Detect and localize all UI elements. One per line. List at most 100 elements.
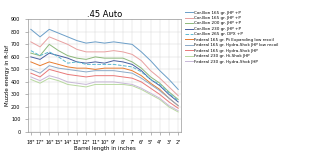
- Federal 230 gr. Hydra-Shok JHP: [75, 82, 79, 84]
- Federal 165 gr. Hydra-Shok JHP: [112, 75, 116, 77]
- Cor-Bon 200 gr. JHP +P: [66, 55, 70, 57]
- Line: Cor-Bon 230 gr. JHP +P: Cor-Bon 230 gr. JHP +P: [31, 53, 178, 102]
- Cor-Bon 200 gr. JHP +P: [112, 57, 116, 59]
- Cor-Bon 165 gr. JHP +P: [103, 42, 106, 44]
- Federal 230 gr. Hi-Shok JHP: [56, 80, 60, 82]
- Cor-Bon 200 gr. JHP +P: [38, 55, 42, 57]
- Federal 165 gr. Pt Expanding low recoil: [158, 89, 162, 90]
- Cor-Bon 165 gr. JHP +P: [121, 42, 125, 44]
- Federal 165 gr. Hydra-Shok JHP: [167, 101, 171, 103]
- Cor-Bon 200 gr. JHP +P: [167, 91, 171, 93]
- Federal 230 gr. Hydra-Shok JHP: [103, 81, 106, 83]
- Federal 165 gr. Pt Expanding low recoil: [112, 67, 116, 69]
- Cor-Bon 230 gr. JHP +P: [176, 101, 180, 103]
- Cor-Bon 200 gr. JHP +P: [75, 57, 79, 59]
- Federal 165 gr. Hydra-Shok JHP low recoil: [149, 83, 153, 85]
- Cor-Bon 265 gr. DPX +P: [112, 63, 116, 65]
- Federal 165 gr. Hydra-Shok JHP low recoil: [56, 67, 60, 69]
- Federal 230 gr. Hi-Shok JHP: [158, 99, 162, 100]
- Federal 165 gr. Hydra-Shok JHP: [38, 76, 42, 78]
- Federal 230 gr. Hi-Shok JHP: [112, 83, 116, 85]
- Federal 165 gr. Hydra-Shok JHP low recoil: [112, 70, 116, 72]
- Line: Federal 230 gr. Hydra-Shok JHP: Federal 230 gr. Hydra-Shok JHP: [31, 76, 178, 111]
- Federal 165 gr. Pt Expanding low recoil: [84, 67, 88, 69]
- Cor-Bon 200 gr. JHP +P: [84, 58, 88, 60]
- Cor-Bon 230 gr. JHP +P: [29, 56, 33, 58]
- Federal 165 gr. Hydra-Shok JHP: [56, 71, 60, 73]
- Cor-Bon 265 gr. DPX +P: [121, 65, 125, 67]
- Cor-Bon 165 gr. JHP +P: [139, 51, 143, 53]
- Federal 230 gr. Hydra-Shok JHP: [121, 82, 125, 84]
- Federal 230 gr. Hydra-Shok JHP: [66, 81, 70, 83]
- Line: Cor-Bon 165 gr. JHP +P: Cor-Bon 165 gr. JHP +P: [31, 37, 178, 96]
- Cor-Bon 230 gr. JHP +P: [112, 60, 116, 62]
- X-axis label: Barrel length in inches: Barrel length in inches: [74, 146, 135, 151]
- Cor-Bon 230 gr. JHP +P: [149, 78, 153, 80]
- Cor-Bon 165 gr. JHP +P: [66, 36, 70, 38]
- Federal 165 gr. Pt Expanding low recoil: [66, 66, 70, 68]
- Cor-Bon 200 gr. JHP +P: [130, 61, 134, 63]
- Cor-Bon 165 gr. JHP +P: [176, 89, 180, 90]
- Cor-Bon 165 gr. JHP +P: [93, 51, 97, 53]
- Cor-Bon 200 gr. JHP +P: [149, 76, 153, 78]
- Federal 165 gr. Hydra-Shok JHP low recoil: [66, 68, 70, 70]
- Cor-Bon 200 gr. JHP +P: [103, 57, 106, 59]
- Cor-Bon 165 gr. JHP +P: [139, 60, 143, 62]
- Cor-Bon 265 gr. DPX +P: [176, 100, 180, 102]
- Federal 165 gr. Hydra-Shok JHP low recoil: [130, 72, 134, 74]
- Cor-Bon 265 gr. DPX +P: [75, 61, 79, 63]
- Federal 165 gr. Hydra-Shok JHP low recoil: [158, 90, 162, 92]
- Cor-Bon 230 gr. JHP +P: [56, 55, 60, 57]
- Cor-Bon 165 gr. JHP +P: [167, 86, 171, 88]
- Cor-Bon 165 gr. JHP +P: [84, 42, 88, 44]
- Federal 165 gr. Hydra-Shok JHP: [158, 94, 162, 95]
- Federal 165 gr. Hydra-Shok JHP: [139, 81, 143, 83]
- Federal 230 gr. Hi-Shok JHP: [84, 86, 88, 88]
- Federal 165 gr. Hydra-Shok JHP: [84, 76, 88, 78]
- Line: Federal 165 gr. Hydra-Shok JHP: Federal 165 gr. Hydra-Shok JHP: [31, 69, 178, 108]
- Cor-Bon 200 gr. JHP +P: [56, 50, 60, 52]
- Cor-Bon 230 gr. JHP +P: [158, 85, 162, 87]
- Federal 230 gr. Hi-Shok JHP: [29, 78, 33, 80]
- Cor-Bon 230 gr. JHP +P: [130, 63, 134, 65]
- Cor-Bon 265 gr. DPX +P: [29, 50, 33, 52]
- Cor-Bon 165 gr. JHP +P: [176, 95, 180, 97]
- Federal 230 gr. Hydra-Shok JHP: [47, 75, 51, 77]
- Cor-Bon 165 gr. JHP +P: [158, 77, 162, 79]
- Federal 165 gr. Hydra-Shok JHP low recoil: [84, 71, 88, 73]
- Federal 165 gr. Hydra-Shok JHP: [149, 87, 153, 89]
- Cor-Bon 200 gr. JHP +P: [176, 99, 180, 100]
- Federal 165 gr. Hydra-Shok JHP: [93, 75, 97, 77]
- Federal 165 gr. Hydra-Shok JHP low recoil: [176, 105, 180, 107]
- Legend: Cor-Bon 165 gr. JHP +P, Cor-Bon 165 gr. JHP +P, Cor-Bon 200 gr. JHP +P, Cor-Bon : Cor-Bon 165 gr. JHP +P, Cor-Bon 165 gr. …: [185, 10, 279, 64]
- Cor-Bon 165 gr. JHP +P: [121, 51, 125, 53]
- Federal 165 gr. Pt Expanding low recoil: [130, 70, 134, 72]
- Federal 230 gr. Hi-Shok JHP: [47, 77, 51, 79]
- Cor-Bon 200 gr. JHP +P: [29, 52, 33, 54]
- Federal 230 gr. Hi-Shok JHP: [121, 83, 125, 85]
- Cor-Bon 165 gr. JHP +P: [130, 43, 134, 45]
- Cor-Bon 165 gr. JHP +P: [47, 36, 51, 38]
- Federal 165 gr. Hydra-Shok JHP low recoil: [121, 71, 125, 73]
- Cor-Bon 165 gr. JHP +P: [167, 78, 171, 80]
- Cor-Bon 200 gr. JHP +P: [158, 82, 162, 84]
- Cor-Bon 165 gr. JHP +P: [130, 53, 134, 55]
- Cor-Bon 165 gr. JHP +P: [29, 28, 33, 30]
- Federal 165 gr. Hydra-Shok JHP: [66, 73, 70, 75]
- Federal 230 gr. Hydra-Shok JHP: [112, 81, 116, 83]
- Cor-Bon 230 gr. JHP +P: [75, 61, 79, 63]
- Cor-Bon 265 gr. DPX +P: [93, 63, 97, 65]
- Cor-Bon 200 gr. JHP +P: [139, 67, 143, 69]
- Federal 165 gr. Hydra-Shok JHP: [130, 77, 134, 79]
- Cor-Bon 230 gr. JHP +P: [167, 94, 171, 95]
- Cor-Bon 200 gr. JHP +P: [121, 57, 125, 59]
- Federal 165 gr. Pt Expanding low recoil: [176, 105, 180, 107]
- Cor-Bon 165 gr. JHP +P: [158, 70, 162, 72]
- Federal 165 gr. Hydra-Shok JHP low recoil: [139, 77, 143, 79]
- Federal 165 gr. Hydra-Shok JHP low recoil: [75, 70, 79, 72]
- Federal 165 gr. Pt Expanding low recoil: [93, 68, 97, 70]
- Federal 230 gr. Hi-Shok JHP: [167, 106, 171, 108]
- Federal 165 gr. Hydra-Shok JHP low recoil: [93, 70, 97, 72]
- Cor-Bon 230 gr. JHP +P: [38, 58, 42, 60]
- Federal 230 gr. Hi-Shok JHP: [75, 85, 79, 87]
